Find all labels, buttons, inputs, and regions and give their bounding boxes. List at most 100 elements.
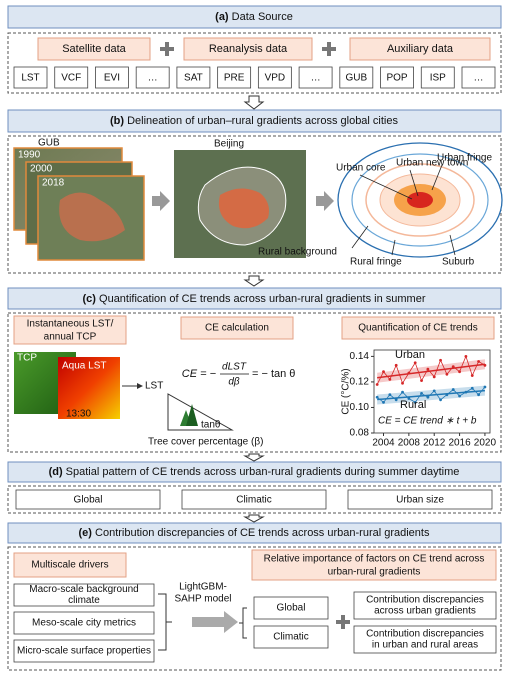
series-point [439, 358, 442, 362]
series-point [470, 374, 474, 377]
section-header [7, 461, 502, 483]
variable-box [135, 66, 170, 89]
trend-line [377, 363, 486, 379]
series-point [394, 363, 398, 367]
series-point [401, 390, 404, 394]
x-tick-label: 2012 [423, 438, 446, 449]
driver-box [13, 611, 155, 635]
series-point [464, 354, 468, 358]
series-point [432, 375, 436, 379]
formula: = − tan θ [252, 368, 295, 380]
series-point [426, 395, 430, 399]
series-point [375, 383, 379, 386]
variable-box [217, 66, 252, 89]
item-label: Climatic [236, 495, 272, 506]
section-box [7, 485, 502, 514]
series-point [375, 395, 379, 399]
variable-label: LST [21, 73, 39, 84]
model-label: SAHP model [174, 594, 231, 605]
step-box [13, 315, 127, 345]
y-tick-label: 0.08 [350, 428, 370, 439]
source-box [183, 37, 313, 61]
variable-label: ISP [430, 73, 446, 84]
section-header [7, 522, 502, 544]
section-title: (d) Spatial pattern of CE trends across … [49, 466, 460, 478]
axis-caption: Tree cover percentage (β) [148, 437, 263, 448]
series-point [388, 377, 392, 381]
section-box [7, 546, 502, 671]
step-box [13, 552, 127, 578]
series-point [382, 400, 385, 404]
series-point [483, 385, 487, 389]
variable-label: EVI [104, 73, 120, 84]
step-label: urban-rural gradients [328, 567, 421, 578]
triangle [167, 393, 234, 431]
series-point [401, 381, 404, 385]
section-title: (c) Quantification of CE trends across u… [83, 293, 426, 305]
section-title: (a) Data Source [215, 11, 293, 23]
lst-image [58, 357, 120, 419]
zone-label: Urban new town [396, 158, 468, 169]
gub-year: 1990 [18, 150, 41, 161]
series-label: Urban [395, 349, 425, 361]
item-box [347, 489, 493, 510]
down-arrow [243, 514, 265, 523]
section-title: (e) Contribution discrepancies of CE tre… [79, 527, 430, 539]
series-point [477, 360, 480, 363]
gub-year: 2018 [42, 178, 65, 189]
driver-label: Macro-scale background [29, 584, 139, 595]
variable-label: PRE [224, 73, 245, 84]
series-point [439, 398, 442, 402]
right-arrow [152, 191, 170, 211]
gradient-rings [337, 142, 503, 258]
variable-box [54, 66, 89, 89]
source-label: Reanalysis data [209, 43, 288, 55]
discrepancy-label: Contribution discrepancies [366, 629, 484, 640]
series-point [426, 367, 430, 371]
angle-label: tanθ [201, 420, 221, 431]
source-box [349, 37, 491, 61]
gub-year: 2000 [30, 164, 53, 175]
formula: CE = − [182, 368, 217, 380]
step-label: Quantification of CE trends [358, 323, 478, 334]
discrepancy-label: across urban gradients [374, 606, 476, 617]
y-tick-label: 0.12 [350, 377, 370, 388]
x-tick-label: 2008 [398, 438, 421, 449]
y-tick-label: 0.14 [350, 351, 370, 362]
step-box [341, 316, 495, 340]
item-box [181, 489, 327, 510]
bracket [239, 607, 247, 639]
group-box [253, 596, 329, 620]
discrepancy-label: in urban and rural areas [372, 640, 478, 651]
series-point [413, 400, 417, 404]
section-header [7, 109, 502, 133]
variable-box [298, 66, 333, 89]
formula: dLST [222, 362, 247, 373]
series-point [432, 389, 436, 393]
section-header [7, 287, 502, 310]
map-title: Beijing [214, 139, 244, 150]
discrepancy-box [353, 625, 497, 654]
down-arrow [243, 453, 265, 462]
series-point [394, 398, 398, 402]
variable-box [13, 66, 48, 89]
equation: CE = CE trend ∗ t + b [378, 416, 477, 427]
series-point [451, 365, 455, 368]
plus-icon [160, 42, 174, 56]
series-point [451, 388, 455, 391]
series-point [483, 363, 487, 367]
image-label: TCP [17, 353, 37, 364]
x-tick-label: 2004 [372, 438, 395, 449]
gub-images [13, 147, 145, 261]
variable-box [420, 66, 455, 89]
group-label: Climatic [273, 632, 309, 643]
driver-label: Micro-scale surface properties [17, 646, 151, 657]
driver-label: climate [68, 595, 100, 606]
tree-icon [186, 404, 198, 426]
right-arrow [316, 191, 334, 211]
variable-box [380, 66, 414, 89]
step-label: Relative importance of factors on CE tre… [264, 554, 485, 565]
variable-box [257, 66, 292, 89]
variable-box [176, 66, 211, 89]
item-box [15, 489, 161, 510]
